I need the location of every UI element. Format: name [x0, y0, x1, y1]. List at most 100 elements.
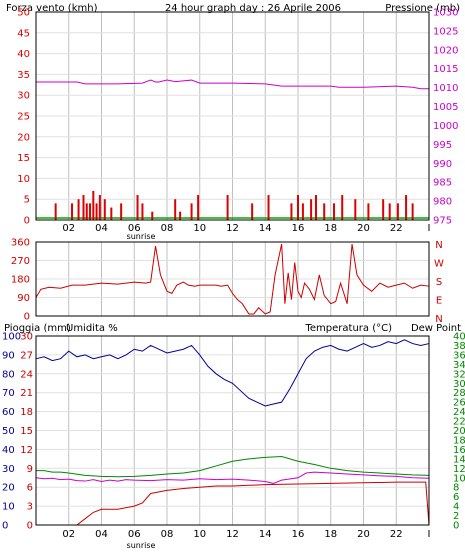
sunrise-label-bottom: sunrise [127, 541, 156, 550]
humidity-axis-tick: 90 [2, 350, 15, 361]
wind-axis-tick: 15 [17, 153, 30, 164]
rain-axis-tick: 9 [27, 464, 33, 475]
x-tick-1: 04 [95, 223, 108, 234]
wind-bar [323, 203, 326, 220]
direction-axis-tick: 90 [17, 293, 30, 304]
temperature-axis-tick: 34 [453, 360, 465, 371]
wind-bar [310, 199, 313, 220]
humidity-axis-tick: 100 [2, 332, 21, 343]
compass-label: E [436, 296, 442, 307]
x-tick-3: 10 [193, 529, 206, 540]
compass-label: S [436, 277, 442, 288]
wind-bar [141, 203, 144, 220]
wind-axis-tick: 20 [17, 132, 30, 143]
wind-bar [251, 203, 254, 220]
rain-axis-tick: 24 [20, 369, 33, 380]
x-tick-end-1: I [428, 223, 431, 234]
temperature-axis-tick: 38 [453, 341, 465, 352]
x-tick-1: 02 [62, 223, 75, 234]
wind-axis-tick: 25 [17, 112, 30, 123]
rain-axis-tick: 0 [27, 521, 33, 532]
humidity-axis-tick: 40 [2, 445, 15, 456]
temperature-axis-tick: 18 [453, 435, 465, 446]
humidity-axis-title: Umidita % [66, 323, 118, 334]
x-tick-3: 22 [390, 529, 403, 540]
wind-bar [110, 207, 113, 220]
temperature-axis-tick: 8 [453, 483, 459, 494]
wind-bar [367, 203, 370, 220]
temperature-axis-tick: 4 [453, 502, 459, 513]
wind-bar [297, 195, 299, 220]
direction-axis-tick: 270 [11, 256, 30, 267]
pressure-axis-tick: 1010 [433, 83, 458, 94]
wind-bar [151, 211, 154, 220]
wind-bar [103, 199, 106, 220]
temperature-axis-title: Temperatura (°C) [304, 323, 392, 334]
direction-axis-tick: 360 [11, 238, 30, 249]
wind-bar [174, 199, 177, 220]
x-tick-3: 08 [161, 529, 174, 540]
temperature-axis-tick: 6 [453, 492, 459, 503]
wind-bar [92, 190, 95, 220]
humidity-axis-tick: 10 [2, 502, 15, 513]
wind-bar [85, 203, 88, 220]
pressure-axis-tick: 985 [433, 178, 452, 189]
temperature-axis-tick: 0 [453, 521, 459, 532]
x-tick-3: 18 [324, 529, 337, 540]
x-tick-1: 22 [390, 223, 403, 234]
humidity-axis-tick: 70 [2, 388, 15, 399]
humidity-axis-tick: 80 [2, 369, 15, 380]
rain-axis-title: Pioggia (mm) [4, 323, 71, 334]
x-tick-1: 18 [324, 223, 337, 234]
humidity-axis-tick: 30 [2, 464, 15, 475]
wind-axis-tick: 50 [17, 8, 30, 19]
pressure-axis-tick: 1025 [433, 26, 458, 37]
wind-bar [411, 203, 414, 220]
temperature-axis-tick: 30 [453, 379, 465, 390]
compass-label: W [434, 259, 444, 270]
wind-bar [226, 195, 229, 220]
pressure-axis-tick: 980 [433, 197, 452, 208]
dewpoint-line [35, 471, 430, 484]
compass-label: N [435, 314, 442, 325]
humidity-line [35, 339, 430, 407]
rain-axis-tick: 18 [20, 407, 33, 418]
direction-line [35, 243, 430, 315]
pressure-axis-tick: 990 [433, 159, 452, 170]
x-tick-end-3: I [428, 529, 431, 540]
wind-bar [82, 195, 85, 220]
x-tick-3: 12 [226, 529, 239, 540]
humidity-axis-tick: 50 [2, 426, 15, 437]
sunrise-label-top: sunrise [127, 232, 156, 241]
humidity-axis-tick: 60 [2, 407, 15, 418]
x-tick-3: 04 [95, 529, 108, 540]
wind-bar [71, 203, 74, 220]
wind-bar [136, 195, 139, 220]
x-tick-1: 06 [128, 223, 141, 234]
x-tick-1: 16 [292, 223, 305, 234]
wind-bar [197, 195, 200, 220]
temperature-axis-tick: 32 [453, 369, 465, 380]
temperature-axis-tick: 20 [453, 426, 465, 437]
wind-bar [77, 199, 80, 220]
humidity-axis-tick: 20 [2, 483, 15, 494]
x-tick-1: 14 [259, 223, 272, 234]
wind-bar [89, 203, 92, 220]
wind-axis-tick: 30 [17, 91, 30, 102]
pressure-line [36, 79, 429, 90]
rain-axis-tick: 15 [20, 426, 33, 437]
wind-bar [120, 203, 123, 220]
temperature-axis-tick: 36 [453, 350, 465, 361]
temperature-axis-tick: 14 [453, 454, 465, 465]
panel-frame-1 [35, 11, 430, 221]
temperature-axis-tick: 22 [453, 417, 465, 428]
pressure-axis-tick: 1000 [433, 121, 458, 132]
direction-axis-tick: 180 [11, 275, 30, 286]
x-tick-3: 20 [357, 529, 370, 540]
wind-axis-tick: 45 [17, 28, 30, 39]
x-tick-1: 12 [226, 223, 239, 234]
x-tick-1: 10 [193, 223, 206, 234]
pressure-axis-tick: 995 [433, 140, 452, 151]
chart-title: 24 hour graph day : 26 Aprile 2006 [165, 3, 341, 14]
